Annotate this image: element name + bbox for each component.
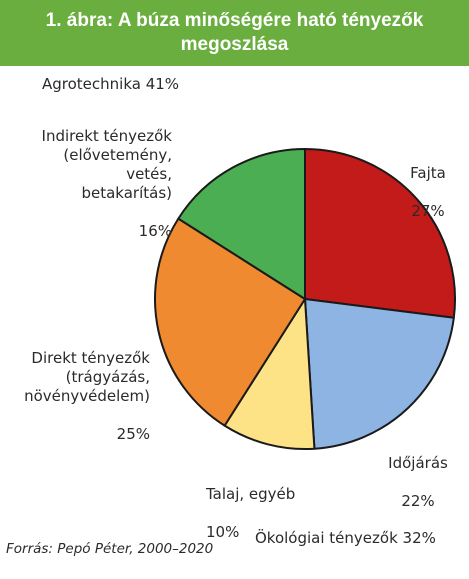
slice-label-idojaras-name: Időjárás: [388, 454, 448, 472]
pie-slice-fajta: [304, 148, 456, 319]
slice-label-idojaras-value: 22%: [401, 492, 435, 510]
slice-label-direkt: Direkt tényezők (trágyázás, növényvédele…: [0, 330, 150, 463]
chart-title: 1. ábra: A búza minőségére ható tényezők…: [45, 10, 424, 55]
group-label-okologiai: Ökológiai tényezők 32%: [255, 529, 436, 547]
chart-title-bar: 1. ábra: A búza minőségére ható tényezők…: [0, 0, 469, 66]
slice-label-indirekt-name: Indirekt tényezők (elővetemény, vetés, b…: [41, 127, 172, 202]
pie-slice-indirekt: [177, 148, 306, 300]
slice-label-indirekt-value: 16%: [138, 222, 172, 240]
source-note: Forrás: Pepó Péter, 2000–2020: [6, 541, 214, 557]
pie-slice-direkt: [154, 217, 306, 427]
slice-label-indirekt: Indirekt tényezők (elővetemény, vetés, b…: [0, 108, 172, 260]
slice-label-fajta-value: 27%: [411, 202, 445, 220]
slice-label-direkt-name: Direkt tényezők (trágyázás, növényvédele…: [24, 349, 150, 405]
slice-label-direkt-value: 25%: [116, 425, 150, 443]
slice-label-talaj: Talaj, egyéb 10%: [206, 466, 295, 561]
slice-label-idojaras: Időjárás 22%: [373, 435, 463, 530]
slice-label-talaj-value: 10%: [206, 523, 240, 541]
slice-label-fajta: Fajta 27%: [393, 145, 463, 240]
pie-slice-talaj: [223, 298, 316, 450]
group-label-agrotechnika: Agrotechnika 41%: [42, 75, 180, 93]
slice-label-fajta-name: Fajta: [410, 164, 446, 182]
slice-label-talaj-name: Talaj, egyéb: [206, 485, 296, 503]
pie-slice-idojaras: [304, 298, 455, 450]
